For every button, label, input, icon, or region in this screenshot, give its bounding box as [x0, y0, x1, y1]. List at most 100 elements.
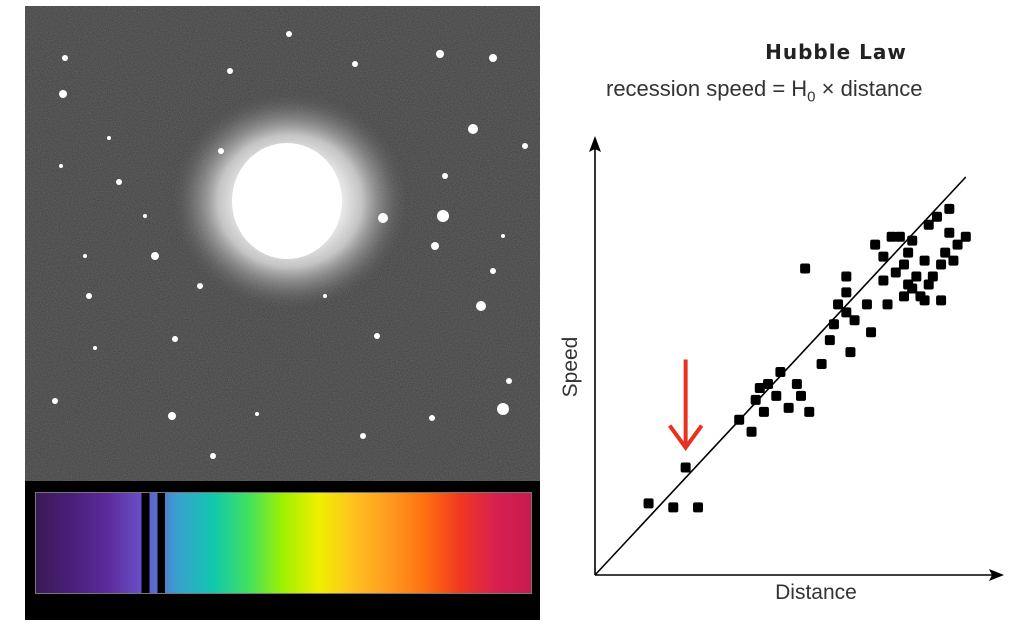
star [436, 50, 444, 58]
y-axis-label: Speed [559, 337, 582, 398]
data-point [903, 247, 914, 258]
data-point [931, 211, 942, 222]
diagram-title: Hubble Law [765, 40, 907, 64]
star [218, 148, 224, 154]
star-field [52, 31, 528, 459]
data-point [750, 394, 761, 405]
data-point [828, 319, 839, 330]
star [522, 143, 528, 149]
star [490, 268, 496, 274]
data-point [783, 402, 794, 413]
galaxy-core [232, 143, 342, 259]
data-point [948, 255, 959, 266]
data-point [899, 291, 909, 302]
star [360, 433, 366, 439]
data-point [754, 382, 765, 393]
data-point [944, 227, 955, 238]
data-point [800, 263, 811, 274]
data-point [899, 259, 909, 270]
star [59, 164, 63, 168]
x-axis-arrow [989, 569, 1004, 581]
data-point [894, 231, 905, 242]
star [107, 136, 111, 140]
formula-prefix: recession speed = H [606, 76, 808, 101]
data-point [833, 299, 844, 310]
data-point [936, 295, 947, 306]
data-point [890, 267, 901, 278]
data-point [841, 271, 852, 282]
data-point [927, 271, 938, 282]
data-point [746, 426, 757, 437]
data-point [841, 287, 852, 298]
data-point [841, 307, 852, 318]
data-point [845, 347, 856, 358]
data-point [923, 219, 934, 230]
y-axis-arrow [589, 136, 601, 152]
star [378, 213, 388, 223]
hubble-formula: recession speed = H0 × distance [606, 76, 923, 105]
galaxy-image-panel [25, 6, 540, 620]
star [59, 90, 67, 98]
data-point [944, 203, 955, 214]
highlight-arrow [668, 359, 704, 451]
star [442, 173, 448, 179]
star [437, 210, 449, 222]
data-point [923, 279, 934, 290]
formula-subscript: 0 [807, 88, 816, 106]
data-point [886, 231, 897, 242]
star [476, 301, 486, 311]
star [327, 189, 333, 195]
data-point [878, 275, 889, 286]
star [197, 283, 203, 289]
data-point [882, 299, 893, 310]
hubble-law-diagram: Hubble Law recession speed = H0 × distan… [540, 6, 1011, 625]
star [280, 148, 286, 154]
data-point [643, 498, 654, 509]
data-point [693, 502, 703, 513]
data-point [907, 235, 918, 246]
star [168, 412, 176, 420]
star [497, 403, 509, 415]
star [86, 293, 92, 299]
star [501, 234, 505, 238]
data-point [919, 295, 930, 306]
data-point [870, 239, 881, 250]
star [255, 412, 259, 416]
data-point [911, 271, 922, 282]
star [429, 415, 435, 421]
star [62, 55, 68, 61]
star [286, 31, 292, 37]
data-point [824, 335, 835, 346]
star [151, 252, 159, 260]
data-point [878, 251, 889, 262]
star [52, 398, 58, 404]
star [227, 68, 233, 74]
data-point [668, 502, 679, 513]
star [83, 254, 87, 258]
data-point [861, 299, 872, 310]
star [489, 54, 497, 62]
star [93, 346, 97, 350]
star [468, 124, 478, 134]
data-point [796, 390, 806, 401]
data-point [919, 255, 930, 266]
data-point [758, 406, 769, 417]
highlighted-data-point [680, 462, 691, 473]
data-point [816, 359, 827, 370]
star [210, 453, 216, 459]
data-point [936, 259, 947, 270]
x-axis-label: Distance [775, 581, 857, 604]
star [143, 214, 147, 218]
galaxy-photo [25, 6, 540, 481]
star [352, 61, 358, 67]
star [323, 294, 327, 298]
data-point [791, 378, 802, 389]
hubble-plot: Distance Speed [559, 136, 1004, 604]
data-point [763, 378, 774, 389]
data-point [907, 283, 918, 294]
data-points [643, 203, 971, 513]
data-point [771, 390, 782, 401]
data-point [940, 247, 951, 258]
data-point [960, 231, 971, 242]
data-point [734, 414, 745, 425]
